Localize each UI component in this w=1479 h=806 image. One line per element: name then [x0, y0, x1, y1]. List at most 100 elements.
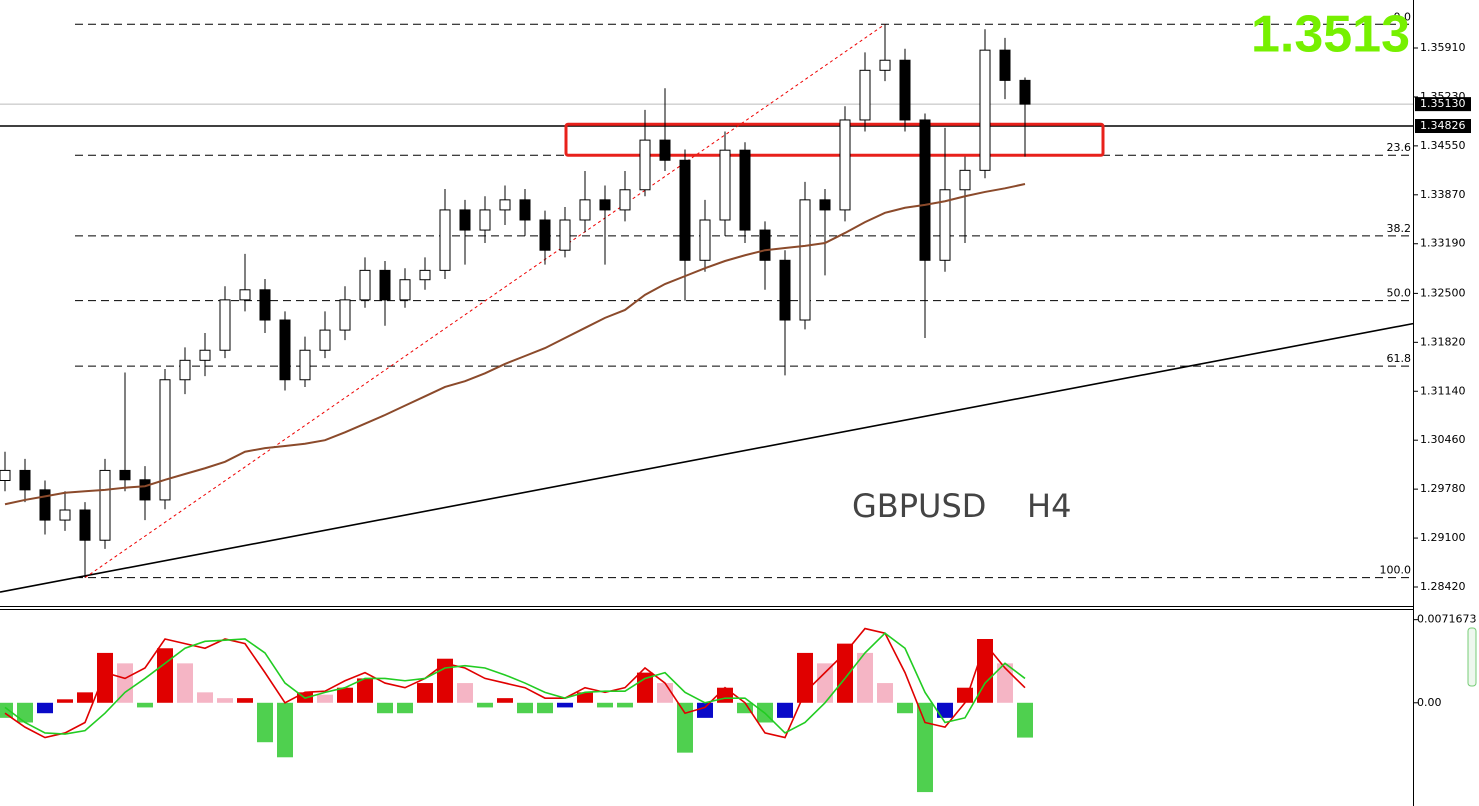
histogram-bar: [477, 702, 493, 708]
y-tick-label: 1.33190: [1420, 237, 1466, 250]
y-tick-label: 1.31820: [1420, 335, 1466, 348]
histogram-bar: [397, 702, 413, 714]
candle-body: [919, 119, 931, 261]
y-tick-label: 1.28420: [1420, 580, 1466, 593]
fib-level-label: 38.2: [1387, 222, 1412, 235]
scroll-handle[interactable]: [1467, 627, 1477, 687]
fib-diagonal: [84, 23, 886, 579]
histogram-bar: [117, 663, 133, 703]
candle-body: [1019, 79, 1031, 105]
candle-body: [739, 149, 751, 231]
candle-body: [359, 269, 371, 301]
current-price-box: [1415, 97, 1471, 112]
candle-body: [79, 509, 91, 541]
fib-level-label: 100.0: [1380, 564, 1412, 577]
candle-body: [59, 509, 71, 521]
histogram-bar: [877, 683, 893, 703]
histogram-bar: [37, 702, 53, 714]
candle-body: [279, 319, 291, 381]
candle-body: [139, 479, 151, 501]
candle-body: [159, 379, 171, 501]
symbol-label: GBPUSD: [852, 487, 986, 525]
histogram-bar: [1017, 702, 1033, 738]
histogram-bar: [857, 652, 873, 703]
candle-body: [879, 59, 891, 71]
candle-body: [539, 219, 551, 251]
fib-level-label: 23.6: [1387, 141, 1412, 154]
histogram-bar: [717, 687, 733, 703]
histogram-bar: [537, 702, 553, 714]
y-tick-label: 1.34550: [1420, 139, 1466, 152]
histogram-bar: [617, 702, 633, 708]
histogram-bar: [837, 643, 853, 703]
candle-body: [379, 269, 391, 301]
candle-body: [39, 489, 51, 521]
candle-body: [119, 469, 131, 481]
timeframe-label: H4: [1027, 487, 1071, 525]
candle-body: [959, 169, 971, 191]
candle-body: [619, 189, 631, 211]
candle-body: [419, 269, 431, 281]
histogram-bar: [237, 698, 253, 703]
histogram-bar: [597, 702, 613, 708]
fib-level-label: 61.8: [1387, 352, 1412, 365]
histogram-bar: [697, 702, 713, 718]
histogram-bar: [777, 702, 793, 718]
histogram-bar: [197, 692, 213, 703]
candle-body: [939, 189, 951, 261]
macd-line: [4, 632, 1026, 735]
histogram-bar: [797, 652, 813, 703]
histogram-bar: [937, 702, 953, 718]
candle-body: [799, 199, 811, 321]
y-tick-label: 1.33870: [1420, 188, 1466, 201]
candle-body: [719, 149, 731, 221]
histogram-bar: [177, 663, 193, 703]
histogram-bar: [317, 694, 333, 703]
histogram-bar: [77, 692, 93, 703]
histogram-bar: [557, 702, 573, 708]
candle-body: [779, 259, 791, 321]
candle-body: [519, 199, 531, 221]
candle-body: [639, 139, 651, 191]
y-tick-label: 1.29100: [1420, 531, 1466, 544]
histogram-bar: [817, 663, 833, 703]
histogram-bar: [577, 692, 593, 703]
histogram-bar: [157, 648, 173, 703]
macd-chart: 0.0071673 0.00: [0, 613, 1477, 793]
candle-body: [859, 69, 871, 121]
candle-body: [239, 289, 251, 301]
candle-body: [899, 59, 911, 121]
y-tick-label: 1.35910: [1420, 41, 1466, 54]
candle-body: [979, 49, 991, 171]
candle-body: [299, 349, 311, 381]
candle-body: [559, 219, 571, 251]
moving-average: [4, 183, 1026, 506]
candle-body: [499, 199, 511, 211]
candle-body: [0, 469, 11, 481]
candle-body: [659, 139, 671, 161]
candle-body: [179, 359, 191, 381]
histogram-bar: [497, 698, 513, 703]
histogram-bar: [217, 698, 233, 703]
histogram-bar: [357, 678, 373, 703]
histogram-bar: [257, 702, 273, 743]
histogram-bar: [897, 702, 913, 714]
level-box: [1415, 119, 1471, 134]
candle-body: [99, 469, 111, 541]
candle-body: [19, 469, 31, 491]
histogram-bar: [97, 652, 113, 703]
level-label: 1.34826: [1420, 119, 1466, 132]
candle-body: [819, 199, 831, 211]
histogram-bar: [337, 687, 353, 703]
histogram-bar: [17, 702, 33, 723]
histogram-bar: [417, 683, 433, 703]
resistance-zone: [564, 122, 1105, 157]
candle-body: [479, 209, 491, 231]
candle-body: [999, 49, 1011, 81]
histogram-bar: [917, 702, 933, 793]
candle-body: [339, 299, 351, 331]
macd-line: [4, 627, 1026, 739]
y-tick-label: 1.30460: [1420, 433, 1466, 446]
